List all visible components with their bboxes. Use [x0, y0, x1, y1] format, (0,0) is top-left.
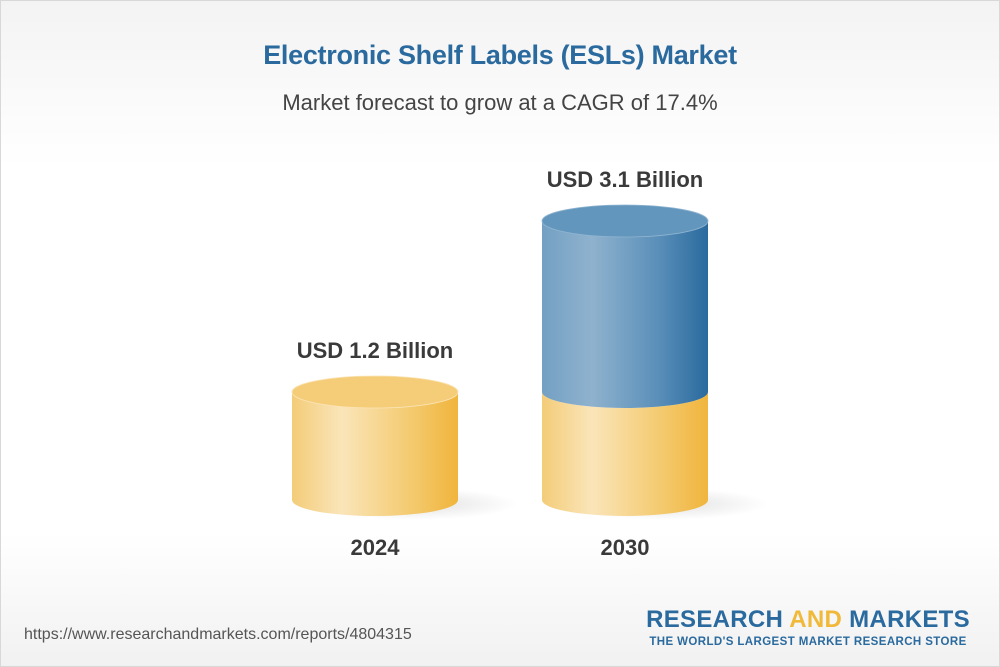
bar-growth-2030 [542, 221, 708, 408]
bar-base-2024 [292, 392, 458, 516]
category-label-2030: 2030 [601, 535, 650, 560]
bar-top-2030 [541, 204, 709, 238]
bar-base-2030 [542, 392, 708, 516]
category-label-2024: 2024 [351, 535, 401, 560]
chart-subtitle: Market forecast to grow at a CAGR of 17.… [282, 90, 718, 115]
source-url[interactable]: https://www.researchandmarkets.com/repor… [24, 626, 412, 643]
data-label-2024: USD 1.2 Billion [297, 338, 453, 363]
bar-top-2024 [291, 375, 459, 409]
data-label-2030: USD 3.1 Billion [547, 167, 703, 192]
research-and-markets-logo: RESEARCH AND MARKETS THE WORLD'S LARGEST… [646, 606, 970, 648]
chart-title: Electronic Shelf Labels (ESLs) Market [263, 40, 737, 70]
